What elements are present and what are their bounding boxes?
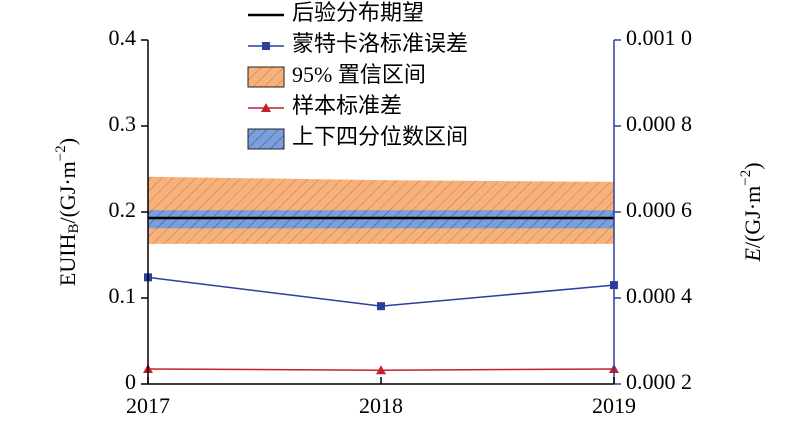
- x-tick-label: 2017: [126, 393, 170, 418]
- y-label-sub: B: [66, 224, 82, 234]
- y2-label-mid: /(GJ·m: [740, 186, 765, 248]
- x-tick-label: 2019: [592, 393, 636, 418]
- y2-label-sup: −2: [738, 170, 754, 186]
- legend-label: 蒙特卡洛标准误差: [292, 31, 468, 56]
- marker: [377, 302, 385, 311]
- y2-tick-label: 0.001 0: [626, 25, 692, 50]
- y-tick-label: 0.4: [109, 25, 137, 50]
- legend-swatch: [247, 66, 285, 88]
- marker: [376, 365, 386, 375]
- y2-tick-label: 0.000 6: [626, 197, 692, 222]
- y-tick-label: 0: [125, 369, 136, 394]
- y-label-sup: −2: [53, 145, 69, 161]
- series-line: [147, 276, 615, 307]
- legend-label: 95% 置信区间: [292, 62, 426, 87]
- band: [148, 210, 614, 229]
- legend-label: 后验分布期望: [292, 0, 424, 25]
- x-tick-label: 2018: [359, 393, 403, 418]
- y-tick-label: 0.2: [109, 197, 137, 222]
- legend-label: 样本标准差: [292, 93, 402, 118]
- y2-tick-label: 0.000 8: [626, 111, 692, 136]
- legend-marker: [261, 103, 271, 112]
- y-axis-label: EUIHB/(GJ·m−2): [53, 138, 82, 286]
- y2-axis-label: E/(GJ·m−2): [738, 162, 765, 262]
- legend-label: 上下四分位数区间: [292, 124, 468, 149]
- y-label-mid: /(GJ·m: [55, 161, 80, 223]
- y2-tick-label: 0.000 4: [626, 283, 692, 308]
- y-label-main: EUIH: [55, 233, 80, 286]
- y2-label-end: ): [740, 162, 765, 169]
- y-label-end: ): [55, 138, 80, 145]
- legend-marker: [262, 42, 270, 50]
- legend-swatch: [247, 128, 285, 150]
- plot-area: [143, 176, 619, 375]
- y-tick-label: 0.3: [109, 111, 137, 136]
- y2-label-main: E: [740, 248, 765, 263]
- y2-tick-label: 0.000 2: [626, 369, 692, 394]
- y-tick-label: 0.1: [109, 283, 137, 308]
